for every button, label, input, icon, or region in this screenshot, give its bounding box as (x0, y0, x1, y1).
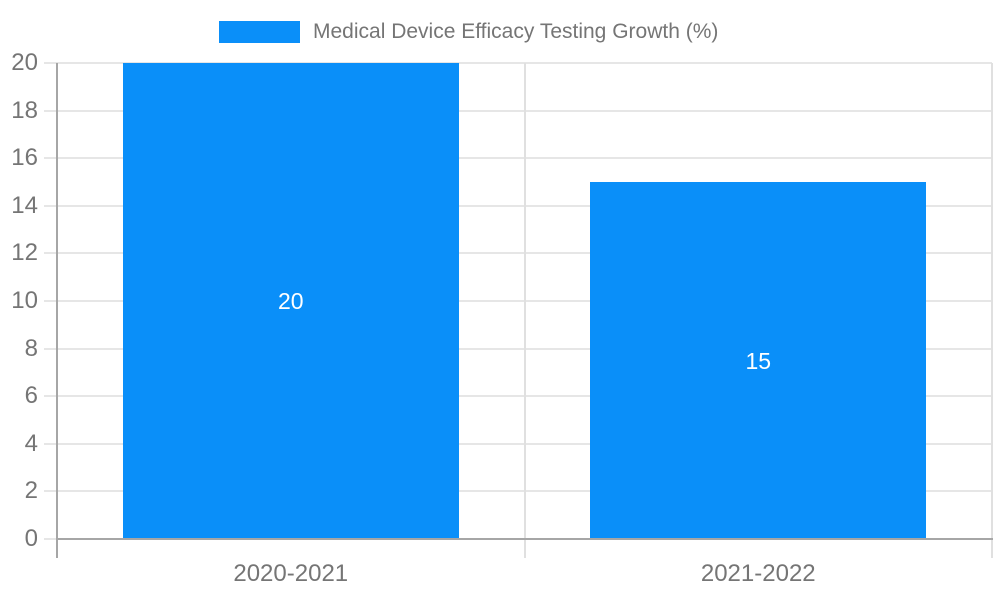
gridline-y-18 (44, 109, 992, 112)
gridline-y-12 (44, 252, 992, 255)
bar-2021-2022[interactable] (590, 182, 927, 539)
y-axis-label-8: 8 (24, 334, 38, 362)
gridline-y-8 (44, 347, 992, 350)
legend-item[interactable]: Medical Device Efficacy Testing Growth (… (219, 16, 718, 48)
gridline-y-6 (44, 395, 992, 398)
y-axis-label-20: 20 (11, 49, 38, 76)
gridline-y-14 (44, 204, 992, 207)
y-axis-line (56, 63, 58, 558)
gridline-y-20 (44, 62, 992, 64)
gridline-y-10 (44, 300, 992, 302)
category-divider (523, 63, 526, 558)
gridline-y-2 (44, 490, 992, 493)
bar-value-label: 20 (277, 288, 304, 314)
y-axis-label-14: 14 (11, 191, 38, 219)
y-axis-label-16: 16 (11, 144, 38, 172)
gridline-y-4 (44, 442, 992, 445)
y-axis-label-2: 2 (24, 477, 38, 505)
y-axis-label-0: 0 (24, 525, 38, 552)
y-axis-label-6: 6 (24, 382, 38, 410)
y-axis-label-10: 10 (11, 287, 38, 314)
gridline-y-16 (44, 157, 992, 160)
x-axis-line (56, 538, 993, 540)
y-axis-label-12: 12 (11, 239, 38, 267)
bar-value-label: 15 (745, 347, 772, 374)
x-axis-label-2021-2022: 2021-2022 (700, 560, 816, 587)
legend-label: Medical Device Efficacy Testing Growth (… (313, 20, 719, 43)
x-axis-label-2020-2021: 2020-2021 (233, 560, 349, 587)
plot-right-border (991, 63, 993, 558)
bar-2020-2021[interactable] (122, 63, 459, 539)
y-axis-label-18: 18 (11, 96, 38, 124)
y-axis-label-4: 4 (24, 429, 38, 457)
legend-swatch-icon (219, 21, 300, 43)
x-axis-tick-left (44, 538, 57, 540)
